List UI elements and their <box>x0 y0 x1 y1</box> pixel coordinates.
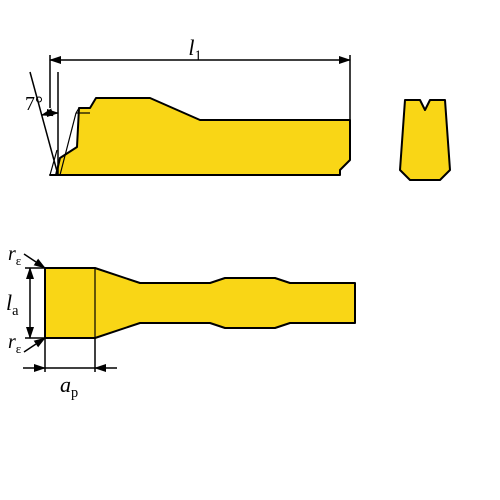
svg-text:l1: l1 <box>188 35 201 64</box>
svg-text:la: la <box>6 290 19 319</box>
bottom-insert-shape <box>45 268 355 338</box>
end-profile-shape <box>400 100 450 180</box>
svg-text:7°: 7° <box>25 93 43 115</box>
svg-text:rε: rε <box>8 243 22 268</box>
dimension-angle-7: 7° <box>25 72 58 175</box>
svg-text:ap: ap <box>60 372 78 401</box>
dimension-re-bottom: rε <box>8 331 45 356</box>
dimension-re-top: rε <box>8 243 45 268</box>
dimension-la: la <box>6 268 45 338</box>
top-insert-shape <box>50 98 350 175</box>
dimension-ap: ap <box>23 338 117 401</box>
svg-text:rε: rε <box>8 331 22 356</box>
